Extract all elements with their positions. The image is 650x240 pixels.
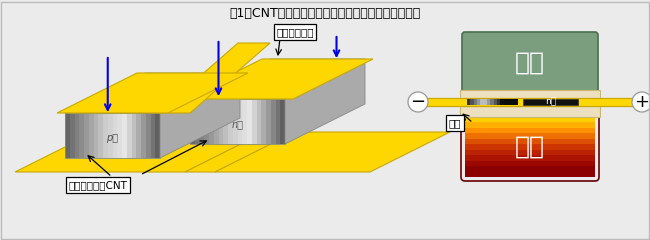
Text: 電極用金属箔: 電極用金属箔 <box>276 27 314 37</box>
Text: −: − <box>410 93 426 111</box>
Polygon shape <box>190 59 365 99</box>
Bar <box>195 99 200 144</box>
Bar <box>218 99 224 144</box>
Bar <box>465 166 595 172</box>
Text: 不織布化したCNT: 不織布化したCNT <box>68 180 127 190</box>
Bar <box>89 113 94 158</box>
Bar <box>200 99 205 144</box>
Bar <box>465 155 595 161</box>
Polygon shape <box>182 59 373 99</box>
Bar <box>465 171 595 177</box>
Polygon shape <box>15 132 265 172</box>
Bar <box>474 99 478 105</box>
Bar <box>460 106 600 117</box>
Bar <box>261 99 266 144</box>
Bar <box>155 113 161 158</box>
Bar <box>228 99 233 144</box>
Bar <box>471 99 474 105</box>
Bar <box>420 98 640 106</box>
Bar <box>112 113 118 158</box>
Bar <box>70 113 75 158</box>
Bar <box>510 99 514 105</box>
Bar <box>477 99 481 105</box>
Bar <box>214 99 219 144</box>
Bar <box>237 99 242 144</box>
Bar <box>131 113 136 158</box>
Bar <box>465 127 595 133</box>
Bar <box>487 99 491 105</box>
Bar <box>209 99 215 144</box>
Bar <box>117 113 122 158</box>
Text: n型: n型 <box>545 97 556 107</box>
Bar <box>94 113 99 158</box>
Polygon shape <box>160 73 240 158</box>
Bar <box>500 99 504 105</box>
Bar <box>467 99 471 105</box>
Bar <box>204 99 209 144</box>
Bar <box>465 116 595 122</box>
Bar <box>103 113 109 158</box>
Text: 基板: 基板 <box>448 118 461 128</box>
Text: +: + <box>634 93 649 111</box>
Bar <box>98 113 103 158</box>
Bar <box>514 99 517 105</box>
Bar <box>465 149 595 155</box>
Text: 低温: 低温 <box>515 50 545 74</box>
Bar <box>75 113 80 158</box>
Bar <box>497 99 501 105</box>
Polygon shape <box>215 132 450 172</box>
Bar <box>480 99 484 105</box>
Text: 図1：CNT温度差発電シートの基本構造と発電の様子: 図1：CNT温度差発電シートの基本構造と発電の様子 <box>229 7 421 20</box>
Bar <box>65 113 70 158</box>
Circle shape <box>632 92 650 112</box>
Bar <box>84 113 89 158</box>
Polygon shape <box>158 43 270 113</box>
Bar <box>266 99 271 144</box>
Bar <box>465 122 595 128</box>
Text: n型: n型 <box>231 119 244 129</box>
Bar <box>523 99 578 105</box>
Bar <box>242 99 248 144</box>
Circle shape <box>408 92 428 112</box>
Bar <box>276 99 281 144</box>
Bar <box>490 99 494 105</box>
Bar <box>223 99 229 144</box>
Bar <box>141 113 146 158</box>
Text: 高温: 高温 <box>515 135 545 159</box>
Bar <box>122 113 127 158</box>
Bar <box>460 90 600 101</box>
Polygon shape <box>57 73 248 113</box>
Text: p型: p型 <box>107 133 118 143</box>
Bar <box>146 113 151 158</box>
Bar <box>507 99 511 105</box>
Bar <box>233 99 238 144</box>
Bar <box>190 99 195 144</box>
Bar <box>493 99 497 105</box>
Bar <box>151 113 156 158</box>
Polygon shape <box>65 73 240 113</box>
Bar <box>127 113 132 158</box>
Bar <box>484 99 488 105</box>
Bar <box>280 99 285 144</box>
Bar <box>108 113 113 158</box>
Bar <box>79 113 84 158</box>
FancyBboxPatch shape <box>462 32 598 93</box>
Bar <box>136 113 142 158</box>
Bar <box>247 99 252 144</box>
Bar <box>504 99 508 105</box>
Bar <box>271 99 276 144</box>
Bar <box>465 138 595 144</box>
Bar <box>465 133 595 139</box>
Bar <box>465 160 595 166</box>
Polygon shape <box>185 132 295 172</box>
Polygon shape <box>285 59 365 144</box>
Bar <box>465 144 595 150</box>
Bar <box>257 99 262 144</box>
Bar <box>252 99 257 144</box>
